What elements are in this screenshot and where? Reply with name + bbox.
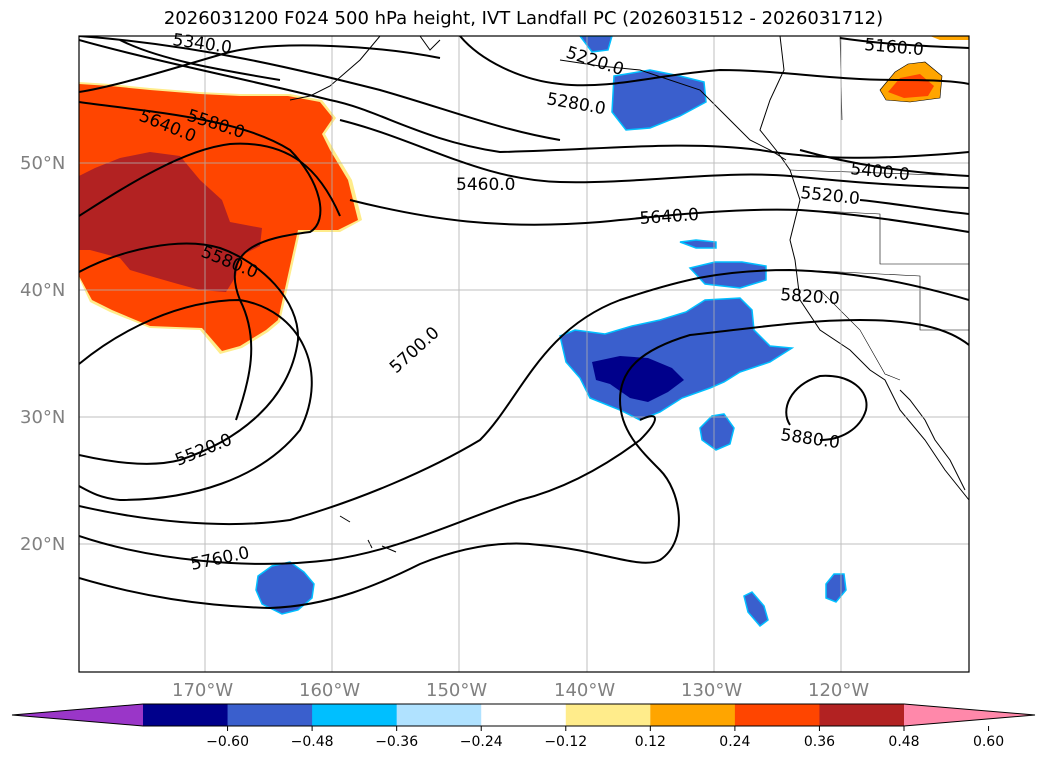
colorbar-box: [650, 704, 736, 726]
anomaly-region-small-blue-1: [688, 261, 767, 289]
contour-label: 5640.0: [639, 205, 700, 229]
lat-label-40n: 40°N: [20, 280, 66, 301]
map-title: 2026031200 F024 500 hPa height, IVT Land…: [163, 8, 884, 29]
colorbar-box: [819, 704, 905, 726]
anomaly-region-central-darkblue: [592, 356, 684, 402]
anomaly-region-south-blue-3: [825, 573, 847, 603]
contour-label: 5820.0: [780, 285, 841, 309]
colorbar-box: [143, 704, 229, 726]
colorbar-tick-label: 0.48: [888, 734, 920, 750]
map-frame: [78, 35, 970, 673]
contour-label: 5460.0: [456, 175, 515, 195]
lat-label-30n: 30°N: [20, 407, 66, 428]
colorbar-box: [481, 704, 567, 726]
colorbar-tick-label: −0.60: [206, 734, 249, 750]
colorbar-extend-low: [12, 704, 143, 726]
colorbar-tick-label: −0.12: [544, 734, 588, 750]
colorbar: [11, 703, 1036, 731]
political-borders: [789, 36, 969, 381]
contour-label: 5520.0: [799, 183, 860, 209]
colorbar-tick-label: 0.12: [634, 734, 666, 750]
colorbar-extend-high: [904, 704, 1035, 726]
contour-label: 5880.0: [779, 425, 841, 453]
colorbar-tick-label: 0.60: [972, 734, 1005, 750]
colorbar-box: [396, 704, 482, 726]
lon-label-160w: 160°W: [299, 680, 361, 701]
gridlines: [79, 36, 969, 672]
contour-label: 5160.0: [864, 35, 925, 60]
colorbar-tick-label: −0.48: [290, 734, 334, 750]
contour-label: 5520.0: [172, 430, 235, 471]
lat-label-20n: 20°N: [20, 534, 66, 555]
colorbar-tick-label: −0.24: [459, 734, 503, 750]
colorbar-tick-label: 0.36: [803, 734, 836, 750]
coastline: [289, 36, 969, 553]
height-contours: [79, 36, 969, 610]
contour-label: 5700.0: [386, 323, 444, 378]
lon-label-120w: 120°W: [808, 680, 870, 701]
anomaly-region-top-blue: [579, 36, 613, 53]
lat-label-50n: 50°N: [20, 153, 66, 174]
colorbar-tick-label: −0.36: [375, 734, 419, 750]
anomaly-region-small-blue-2: [679, 239, 717, 249]
lon-label-130w: 130°W: [681, 680, 743, 701]
anomaly-region-central-blue: [559, 297, 795, 421]
lon-label-170w: 170°W: [172, 680, 234, 701]
colorbar-box: [227, 704, 313, 726]
anomaly-region-south-blue-2: [743, 591, 769, 628]
colorbar-tick-label: 0.24: [719, 734, 751, 750]
colorbar-box: [565, 704, 651, 726]
contour-label: 5760.0: [189, 543, 251, 575]
colorbar-box: [312, 704, 398, 726]
anomaly-region-nw-top: [930, 36, 969, 40]
lon-label-140w: 140°W: [554, 680, 616, 701]
contour-label: 5280.0: [545, 89, 607, 119]
anomaly-region-north-blue: [611, 69, 707, 131]
anomaly-region-small-blue-3: [699, 413, 735, 451]
contour-label: 5340.0: [171, 30, 233, 58]
lon-label-150w: 150°W: [426, 680, 488, 701]
colorbar-box: [734, 704, 820, 726]
colorbar-outline: [11, 703, 1036, 727]
